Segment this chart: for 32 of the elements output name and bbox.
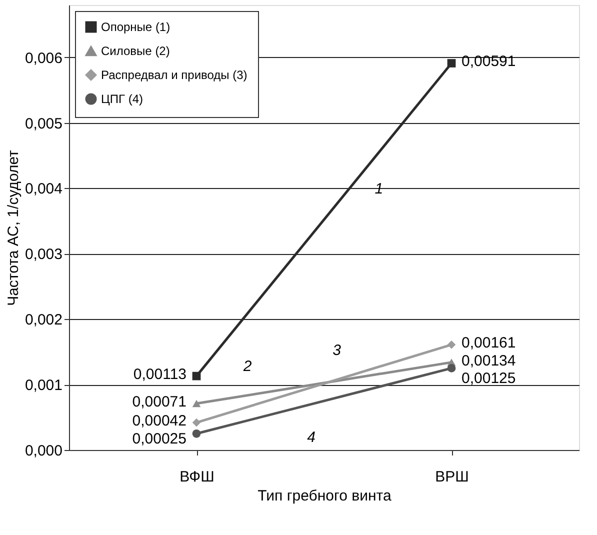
point bbox=[447, 340, 456, 349]
data-label: 0,00125 bbox=[462, 370, 516, 388]
point bbox=[447, 59, 456, 68]
legend-label: Опорные (1) bbox=[101, 20, 170, 34]
y-tick-label: 0,004 bbox=[24, 180, 62, 198]
y-tick-label: 0,003 bbox=[24, 246, 62, 264]
x-axis-title: Тип гребного винта bbox=[258, 488, 392, 504]
legend-label: Силовые (2) bbox=[101, 44, 170, 58]
annotation: 3 bbox=[332, 342, 342, 360]
y-tick-label: 0,001 bbox=[24, 377, 62, 394]
y-axis-title: Частота АС, 1/судолет bbox=[4, 150, 22, 306]
annotation: 4 bbox=[307, 428, 316, 446]
data-label: 0,00025 bbox=[132, 430, 186, 448]
annotation: 2 bbox=[242, 358, 252, 375]
point bbox=[192, 429, 201, 438]
data-label: 0,00134 bbox=[462, 352, 516, 370]
legend-label: ЦПГ (4) bbox=[101, 92, 144, 106]
point bbox=[447, 364, 456, 372]
point bbox=[192, 372, 201, 380]
x-tick-label: ВРШ bbox=[435, 468, 469, 486]
data-label: 0,00071 bbox=[132, 394, 186, 411]
y-tick-label: 0,000 bbox=[24, 442, 62, 460]
y-tick-label: 0,005 bbox=[24, 115, 62, 132]
data-label: 0,00161 bbox=[462, 334, 516, 352]
data-label: 0,00113 bbox=[133, 366, 186, 384]
x-tick-label: ВФШ bbox=[180, 468, 214, 486]
y-tick-label: 0,006 bbox=[24, 50, 62, 67]
legend-label: Распредвал и приводы (3) bbox=[101, 68, 248, 82]
y-tick-label: 0,002 bbox=[24, 312, 62, 329]
data-label: 0,00591 bbox=[462, 53, 516, 70]
data-label: 0,00042 bbox=[132, 412, 186, 430]
point bbox=[192, 418, 201, 427]
